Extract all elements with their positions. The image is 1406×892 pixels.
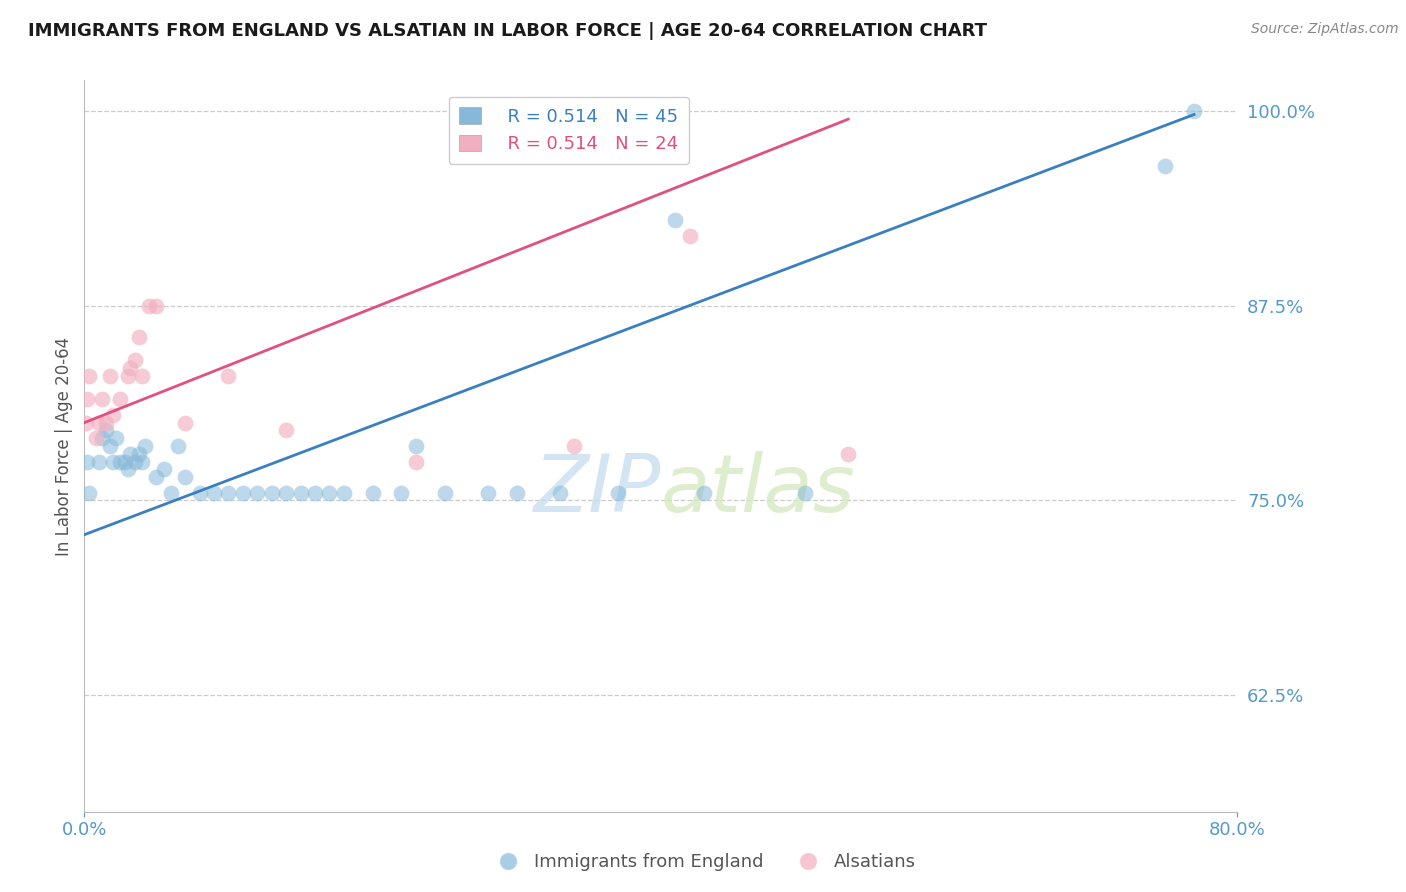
Point	[174, 416, 197, 430]
Point	[290, 485, 312, 500]
Point	[506, 485, 529, 500]
Point	[837, 447, 859, 461]
Text: ZIP: ZIP	[533, 450, 661, 529]
Point	[232, 485, 254, 500]
Point	[276, 485, 298, 500]
Point	[98, 368, 121, 383]
Point	[110, 392, 132, 407]
Point	[105, 431, 128, 445]
Point	[134, 439, 156, 453]
Text: atlas: atlas	[661, 450, 856, 529]
Point	[94, 416, 117, 430]
Point	[174, 470, 197, 484]
Point	[1182, 104, 1205, 119]
Point	[188, 485, 211, 500]
Point	[90, 431, 112, 445]
Point	[405, 439, 427, 453]
Point	[94, 424, 117, 438]
Point	[128, 447, 150, 461]
Point	[564, 439, 586, 453]
Point	[128, 330, 150, 344]
Point	[433, 485, 456, 500]
Text: Source: ZipAtlas.com: Source: ZipAtlas.com	[1251, 22, 1399, 37]
Point	[664, 213, 686, 227]
Point	[160, 485, 183, 500]
Point	[131, 454, 153, 468]
Point	[167, 439, 190, 453]
Point	[246, 485, 269, 500]
Legend: Immigrants from England, Alsatians: Immigrants from England, Alsatians	[484, 847, 922, 879]
Point	[87, 454, 110, 468]
Point	[318, 485, 340, 500]
Point	[120, 447, 142, 461]
Point	[84, 431, 107, 445]
Point	[152, 462, 174, 476]
Point	[260, 485, 283, 500]
Point	[391, 485, 413, 500]
Point	[103, 408, 124, 422]
Point	[98, 439, 121, 453]
Point	[145, 470, 167, 484]
Point	[304, 485, 326, 500]
Legend:   R = 0.514   N = 45,   R = 0.514   N = 24: R = 0.514 N = 45, R = 0.514 N = 24	[449, 96, 689, 164]
Point	[117, 462, 139, 476]
Text: IMMIGRANTS FROM ENGLAND VS ALSATIAN IN LABOR FORCE | AGE 20-64 CORRELATION CHART: IMMIGRANTS FROM ENGLAND VS ALSATIAN IN L…	[28, 22, 987, 40]
Point	[138, 299, 160, 313]
Point	[548, 485, 571, 500]
Point	[1154, 159, 1177, 173]
Point	[679, 228, 702, 243]
Point	[117, 368, 139, 383]
Point	[76, 454, 98, 468]
Point	[361, 485, 384, 500]
Point	[693, 485, 716, 500]
Point	[218, 485, 240, 500]
Point	[77, 485, 100, 500]
Point	[218, 368, 240, 383]
Point	[77, 368, 100, 383]
Point	[202, 485, 225, 500]
Point	[87, 416, 110, 430]
Point	[110, 454, 132, 468]
Point	[76, 392, 98, 407]
Point	[90, 392, 112, 407]
Point	[120, 361, 142, 376]
Point	[103, 454, 124, 468]
Point	[124, 454, 146, 468]
Point	[124, 353, 146, 368]
Point	[75, 416, 97, 430]
Point	[131, 368, 153, 383]
Point	[606, 485, 628, 500]
Point	[405, 454, 427, 468]
Point	[477, 485, 499, 500]
Point	[145, 299, 167, 313]
Point	[276, 424, 298, 438]
Point	[114, 454, 136, 468]
Point	[794, 485, 817, 500]
Y-axis label: In Labor Force | Age 20-64: In Labor Force | Age 20-64	[55, 336, 73, 556]
Point	[333, 485, 356, 500]
